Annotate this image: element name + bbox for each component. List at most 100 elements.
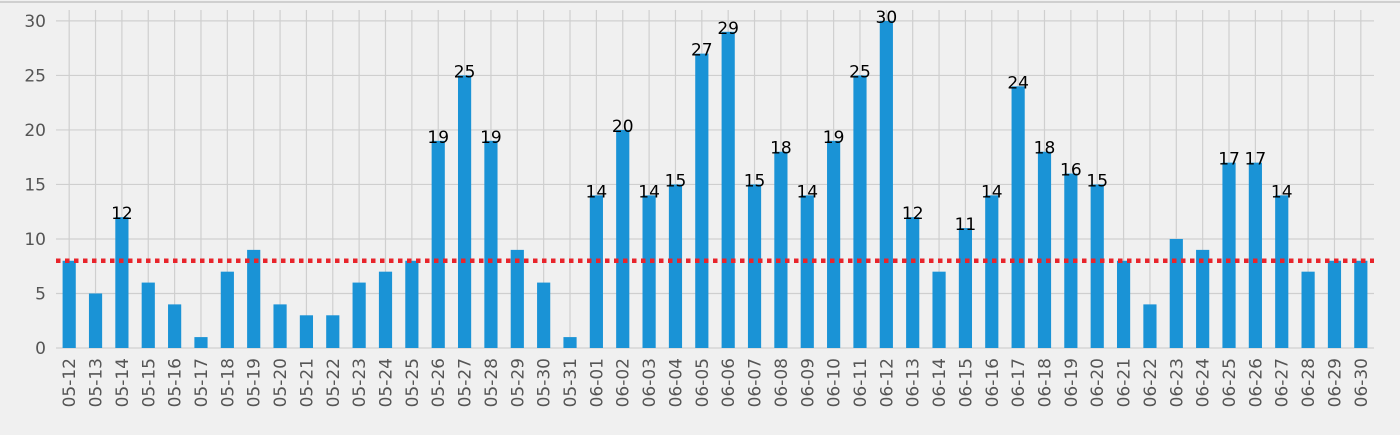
bar <box>1090 184 1104 348</box>
x-tick-label: 06-25 <box>1220 358 1240 407</box>
data-label: 17 <box>1245 150 1267 170</box>
y-tick-label: 0 <box>35 339 46 359</box>
data-label: 12 <box>902 204 924 224</box>
bar <box>695 53 709 348</box>
bar <box>1196 249 1210 348</box>
y-tick-label: 30 <box>24 12 46 32</box>
x-tick-label: 05-16 <box>166 358 186 407</box>
bar <box>352 282 366 348</box>
data-label: 14 <box>586 182 608 202</box>
bar <box>1354 260 1368 348</box>
bar <box>668 184 683 348</box>
bar <box>273 304 287 348</box>
bar <box>1143 304 1157 348</box>
x-tick-label: 06-09 <box>798 358 818 407</box>
bar <box>247 249 261 348</box>
bar <box>1064 173 1078 348</box>
bar <box>484 140 498 348</box>
x-tick-label: 05-25 <box>403 358 423 407</box>
data-label: 18 <box>1034 139 1056 159</box>
x-tick-label: 05-17 <box>192 358 212 407</box>
x-tick-label: 05-27 <box>456 358 476 407</box>
x-tick-label: 06-17 <box>1009 358 1029 407</box>
y-tick-label: 5 <box>35 284 46 304</box>
data-labels: 1219251914201415272915181419253012111424… <box>111 8 1292 235</box>
bar <box>985 195 999 348</box>
bar <box>853 75 867 348</box>
bar <box>563 337 577 348</box>
bar <box>932 271 946 348</box>
bar <box>299 315 314 348</box>
bar <box>827 140 841 348</box>
bar <box>1011 86 1025 349</box>
bar <box>906 217 920 348</box>
x-tick-label: 06-20 <box>1088 358 1108 407</box>
data-label: 15 <box>1086 171 1108 191</box>
bar <box>1248 162 1262 348</box>
data-label: 14 <box>796 182 818 202</box>
bar <box>589 195 603 348</box>
bar <box>168 304 182 348</box>
bar <box>405 260 419 348</box>
bar <box>1222 162 1236 348</box>
bar <box>141 282 155 348</box>
bar <box>958 228 973 348</box>
x-tick-label: 06-13 <box>904 358 924 407</box>
y-tick-labels: 0 5 10 15 20 25 30 <box>24 12 46 359</box>
bar <box>537 282 551 348</box>
x-tick-label: 05-12 <box>60 358 80 407</box>
bar <box>616 129 630 348</box>
x-tick-label: 05-13 <box>87 358 107 407</box>
y-tick-label: 20 <box>24 121 46 141</box>
data-label: 18 <box>770 139 792 159</box>
bar <box>747 184 762 348</box>
x-tick-label: 05-21 <box>297 358 317 407</box>
bar <box>1301 271 1315 348</box>
bar <box>1116 260 1131 348</box>
bar <box>1169 238 1183 348</box>
x-tick-label: 05-19 <box>245 358 265 407</box>
data-label: 19 <box>480 128 502 148</box>
x-tick-label: 06-04 <box>666 358 686 407</box>
plot-area <box>56 10 1374 348</box>
x-tick-label: 05-28 <box>482 358 502 407</box>
x-tick-label: 06-28 <box>1299 358 1319 407</box>
data-label: 19 <box>427 128 449 148</box>
bar <box>510 249 524 348</box>
x-tick-label: 06-18 <box>1036 358 1056 407</box>
x-tick-label: 05-20 <box>271 358 291 407</box>
x-tick-label: 06-23 <box>1167 358 1187 407</box>
bar <box>642 195 656 348</box>
x-tick-label: 06-05 <box>693 358 713 407</box>
data-label: 15 <box>665 171 687 191</box>
data-label: 11 <box>955 215 977 235</box>
bar <box>326 315 340 348</box>
x-tick-label: 06-30 <box>1352 358 1372 407</box>
x-tick-label: 06-10 <box>825 358 845 407</box>
x-tick-label: 06-11 <box>851 358 871 407</box>
x-tick-label: 06-15 <box>956 358 976 407</box>
bar <box>88 293 103 348</box>
y-tick-label: 10 <box>24 230 46 250</box>
x-tick-label: 05-29 <box>508 358 528 407</box>
bar <box>457 75 472 348</box>
data-label: 14 <box>981 182 1003 202</box>
x-tick-label: 06-07 <box>746 358 766 407</box>
x-tick-label: 06-01 <box>587 358 607 407</box>
y-tick-label: 15 <box>24 175 46 195</box>
x-tick-label: 06-14 <box>930 358 950 407</box>
x-tick-label: 05-22 <box>324 358 344 407</box>
x-tick-label: 05-15 <box>139 358 159 407</box>
data-label: 17 <box>1218 150 1240 170</box>
data-label: 25 <box>454 62 476 82</box>
data-label: 20 <box>612 117 634 137</box>
x-tick-label: 06-24 <box>1194 358 1214 407</box>
bar <box>220 271 234 348</box>
data-label: 29 <box>717 19 739 39</box>
x-tick-label: 05-24 <box>377 358 397 407</box>
bar <box>721 31 735 348</box>
bar <box>431 140 445 348</box>
data-label: 14 <box>1271 182 1293 202</box>
bar <box>378 271 393 348</box>
